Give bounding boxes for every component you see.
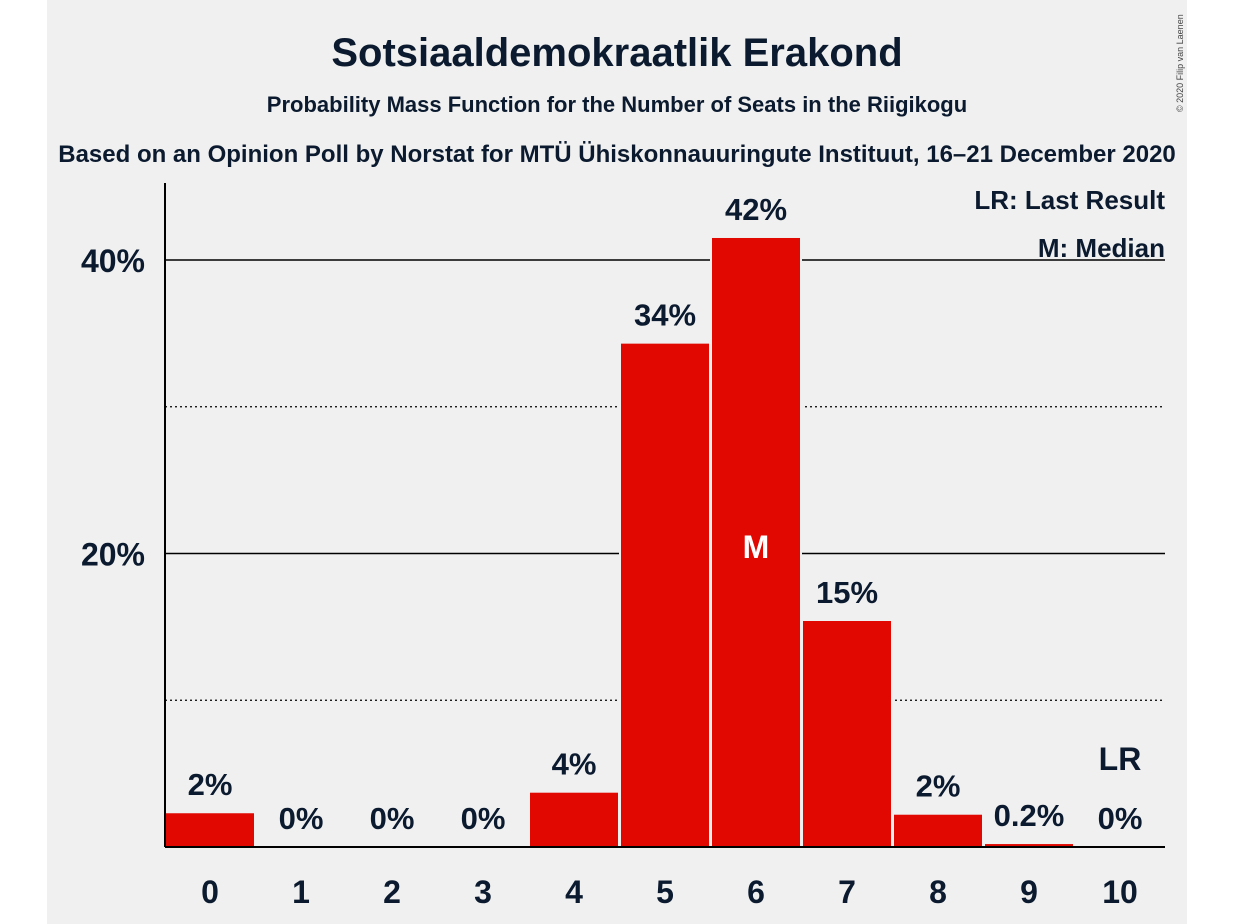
x-tick-label-9: 9 [1020,874,1038,910]
data-label-0: 2% [188,767,233,802]
chart-panel [47,0,1187,924]
bar-9 [985,844,1073,847]
x-tick-label-10: 10 [1102,874,1138,910]
legend-last-result: LR: Last Result [974,185,1165,215]
data-label-5: 34% [634,298,696,333]
bar-5 [621,343,709,847]
labels: 20%40%2%00%10%20%34%434%542%6M15%72%80.2… [81,192,1142,910]
x-tick-label-5: 5 [656,874,674,910]
data-label-1: 0% [279,801,324,836]
chart-subtitle: Probability Mass Function for the Number… [267,92,967,117]
copyright-notice: © 2020 Filip van Laenen [1175,14,1185,112]
chart-source: Based on an Opinion Poll by Norstat for … [58,141,1176,168]
x-tick-label-0: 0 [201,874,219,910]
median-marker: M [743,529,770,565]
data-label-7: 15% [816,575,878,610]
bar-7 [803,621,891,847]
last-result-marker: LR [1099,741,1142,777]
data-label-8: 2% [916,769,961,804]
y-tick-label-20: 20% [81,537,145,573]
x-tick-label-2: 2 [383,874,401,910]
data-label-2: 0% [370,801,415,836]
data-label-4: 4% [552,747,597,782]
y-tick-label-40: 40% [81,243,145,279]
data-label-9: 0.2% [994,798,1065,833]
data-label-6: 42% [725,192,787,227]
data-label-3: 0% [461,801,506,836]
x-tick-label-6: 6 [747,874,765,910]
bars [164,235,1075,848]
legend-median: M: Median [1038,233,1165,263]
chart-title: Sotsiaaldemokraatlik Erakond [331,31,902,75]
x-tick-label-7: 7 [838,874,856,910]
data-label-10: 0% [1098,801,1143,836]
bar-4 [530,792,618,847]
axes [164,183,1165,848]
bar-6 [712,237,800,848]
bar-0 [166,813,254,847]
x-tick-label-3: 3 [474,874,492,910]
x-tick-label-4: 4 [565,874,583,910]
bar-8 [894,814,982,847]
x-tick-label-1: 1 [292,874,310,910]
x-tick-label-8: 8 [929,874,947,910]
